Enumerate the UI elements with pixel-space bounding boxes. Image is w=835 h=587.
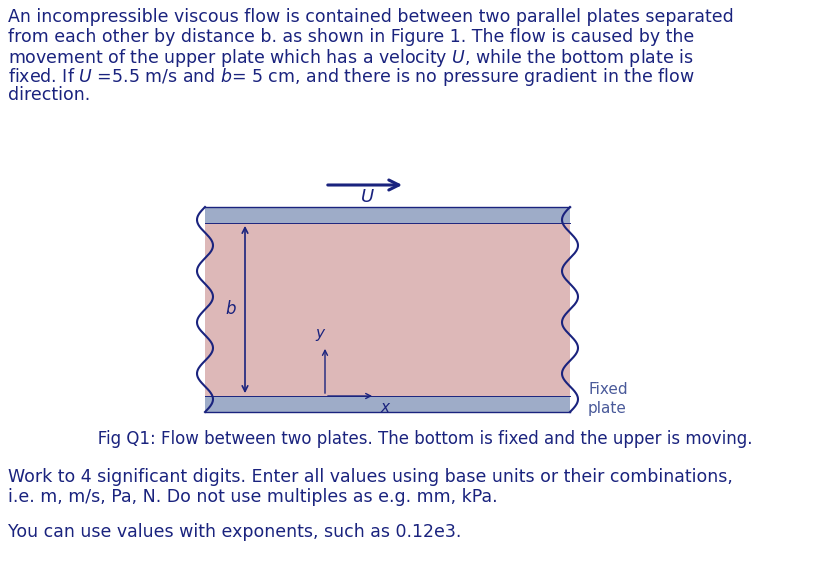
Text: direction.: direction.	[8, 86, 90, 104]
Text: $\it{b}$: $\it{b}$	[225, 301, 237, 319]
Text: Work to 4 significant digits. Enter all values using base units or their combina: Work to 4 significant digits. Enter all …	[8, 468, 733, 486]
Text: $\it{x}$: $\it{x}$	[380, 400, 392, 415]
Text: fixed. If $\it{U}$ =5.5 m/s and $\it{b}$= 5 cm, and there is no pressure gradien: fixed. If $\it{U}$ =5.5 m/s and $\it{b}$…	[8, 66, 695, 89]
Text: An incompressible viscous flow is contained between two parallel plates separate: An incompressible viscous flow is contai…	[8, 8, 734, 26]
Text: Fig Q1: Flow between two plates. The bottom is fixed and the upper is moving.: Fig Q1: Flow between two plates. The bot…	[82, 430, 752, 448]
Bar	[205, 207, 570, 223]
Text: $\it{y}$: $\it{y}$	[316, 327, 327, 343]
Text: movement of the upper plate which has a velocity $\it{U}$, while the bottom plat: movement of the upper plate which has a …	[8, 47, 694, 69]
Text: from each other by distance b. as shown in Figure 1. The flow is caused by the: from each other by distance b. as shown …	[8, 28, 694, 46]
Text: i.e. m, m/s, Pa, N. Do not use multiples as e.g. mm, kPa.: i.e. m, m/s, Pa, N. Do not use multiples…	[8, 488, 498, 506]
Text: You can use values with exponents, such as 0.12e3.: You can use values with exponents, such …	[8, 523, 462, 541]
Bar	[205, 223, 570, 396]
Bar	[205, 396, 570, 412]
Text: Fixed
plate: Fixed plate	[588, 382, 628, 416]
Text: $\it{U}$: $\it{U}$	[360, 188, 374, 206]
